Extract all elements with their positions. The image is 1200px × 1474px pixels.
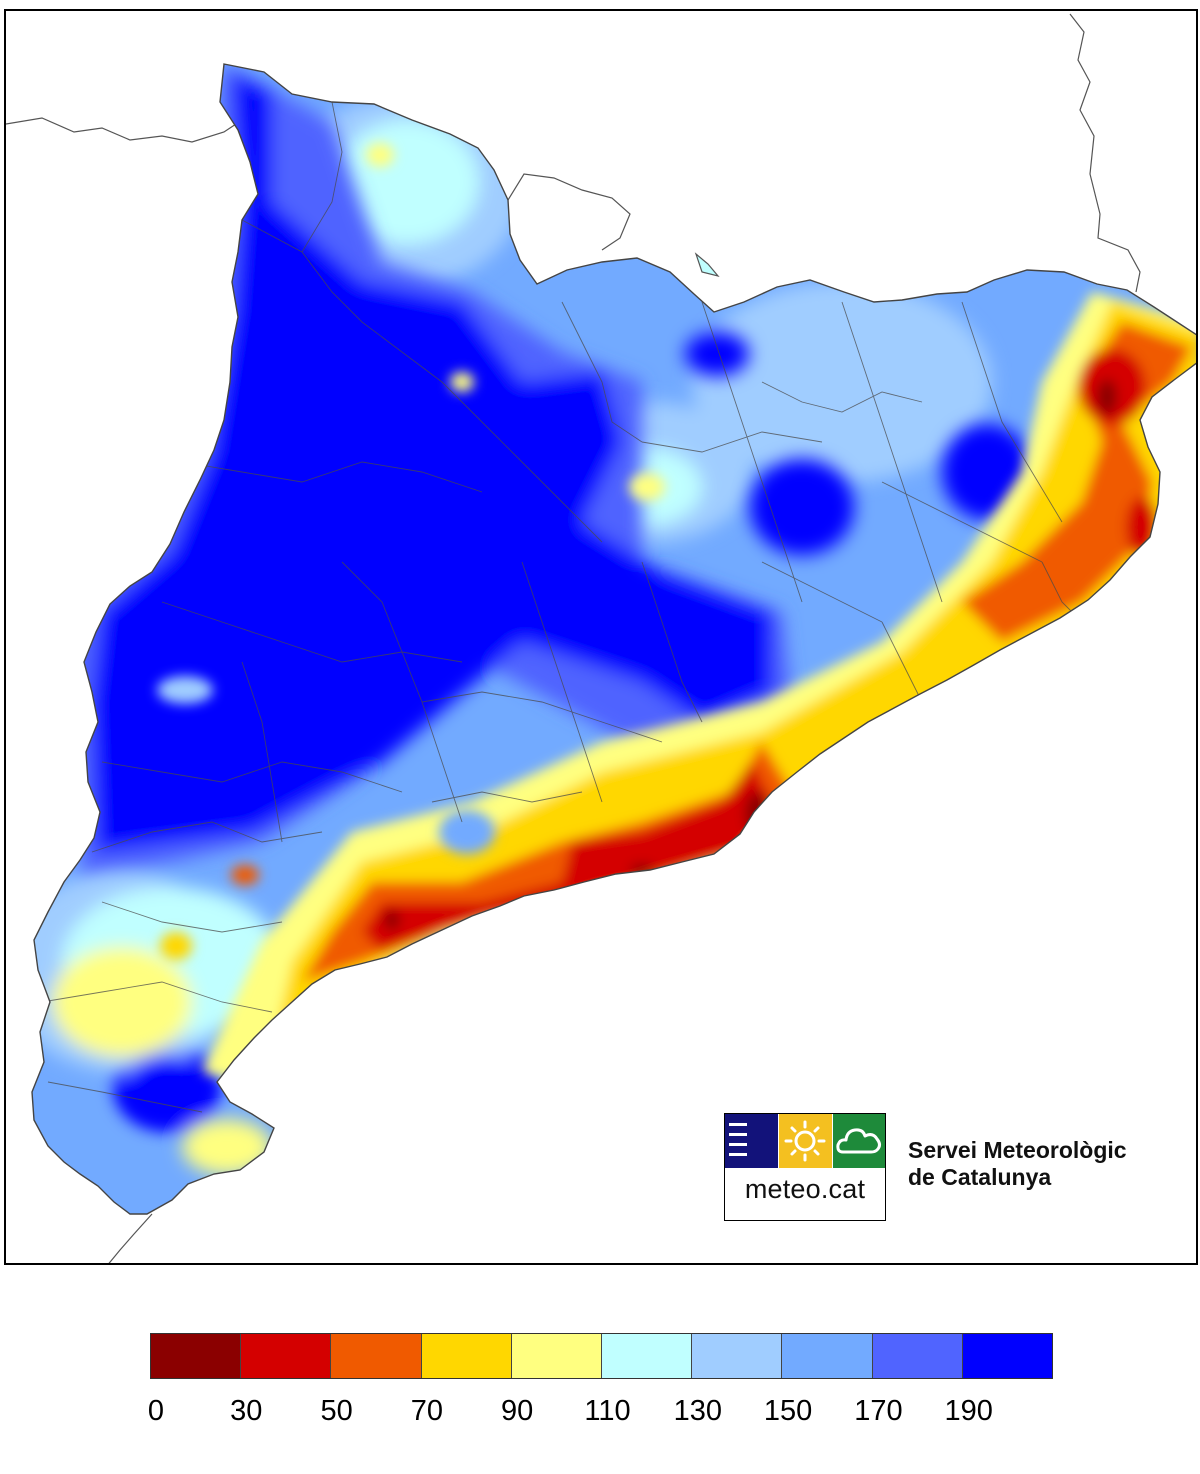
color-legend — [150, 1333, 1053, 1379]
neighbor-borders — [6, 13, 1141, 1263]
legend-tick-label: 70 — [410, 1395, 444, 1427]
coast-ne-30b — [1126, 497, 1158, 557]
organization-name: Servei Meteorològic de Catalunya — [908, 1137, 1127, 1191]
meteo-cat-logo: meteo.cat — [724, 1113, 886, 1221]
legend-swatch — [421, 1334, 512, 1378]
legend-tick-label: 90 — [501, 1395, 534, 1427]
spot-lightblue-west — [157, 676, 213, 704]
legend-tick-labels: 0 30 50 70 90 110 130 150 170 190 — [0, 1395, 1200, 1435]
zone-sw-90 — [52, 947, 192, 1057]
legend-swatch — [241, 1334, 332, 1378]
legend-swatch — [331, 1334, 422, 1378]
legend-swatch — [782, 1334, 873, 1378]
legend-tick-label: 30 — [230, 1395, 263, 1427]
spot-sw-orange — [160, 932, 192, 960]
legend-swatch — [692, 1334, 783, 1378]
legend-tick-label: 110 — [584, 1395, 631, 1427]
legend-swatch — [511, 1334, 603, 1378]
spot-yellow-center — [629, 473, 665, 501]
legend-tick-label: 0 — [147, 1395, 165, 1427]
organization-name-line2: de Catalunya — [908, 1164, 1052, 1190]
cloud-icon — [833, 1114, 885, 1168]
logo-tile-lines — [725, 1114, 778, 1168]
precipitation-map — [6, 13, 1196, 1263]
coast-s-0 — [384, 910, 400, 930]
spot-yellow-north2 — [450, 372, 474, 392]
zone-delta-90 — [182, 1119, 272, 1175]
legend-swatch — [872, 1334, 963, 1378]
coast-band-30 — [362, 762, 772, 952]
coast-ne-0 — [1097, 379, 1117, 415]
legend-tick-label: 170 — [854, 1395, 903, 1427]
legend-swatch — [962, 1334, 1053, 1378]
zone-northeast-130 — [692, 282, 992, 482]
legend-swatch — [151, 1334, 242, 1378]
legend-tick-label: 130 — [673, 1395, 722, 1427]
precipitation-field — [32, 64, 1196, 1214]
logo-wordmark: meteo.cat — [744, 1174, 866, 1204]
spot-south-blue — [439, 810, 495, 854]
coast-band-70 — [272, 302, 1196, 1052]
comarca-borders — [41, 101, 1083, 1113]
legend-tick-label: 50 — [320, 1395, 353, 1427]
legend-swatch — [602, 1334, 693, 1378]
sun-icon — [779, 1114, 832, 1168]
legend-tick-label: 150 — [763, 1395, 813, 1427]
spot-south-orange — [231, 865, 259, 885]
logo-tile-sun — [779, 1114, 832, 1168]
zone-ne-pocket-190 — [685, 332, 749, 376]
zone-northeast-190 — [750, 459, 854, 555]
map-frame — [4, 9, 1198, 1265]
logo-tile-cloud — [833, 1114, 885, 1168]
zone-south-190b — [121, 1054, 213, 1126]
zone-west-190 — [92, 72, 772, 852]
organization-name-line1: Servei Meteorològic — [908, 1137, 1127, 1163]
spot-yellow-north — [366, 143, 394, 167]
legend-tick-label: 190 — [944, 1395, 993, 1427]
